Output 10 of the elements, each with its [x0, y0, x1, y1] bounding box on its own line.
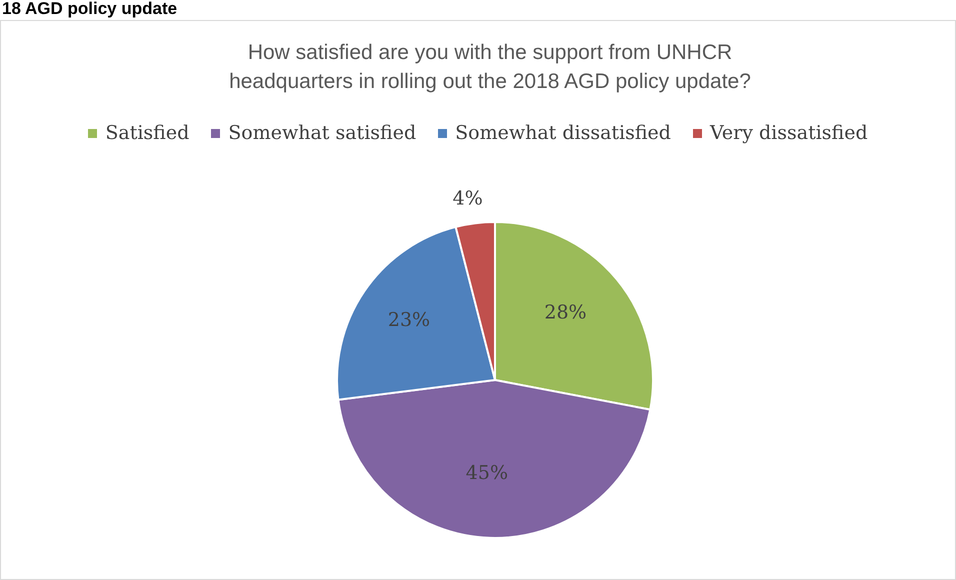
legend-label: Very dissatisfied [708, 122, 868, 144]
text: 18 AGD policy update [2, 0, 178, 18]
data-label: 28% [544, 302, 587, 324]
data-label: 23% [388, 308, 430, 331]
data-label: 45% [466, 462, 508, 484]
chart-title: How satisfied are you with the support from UNHCR headquarters in rolling out the 2018 AGD policy update? [228, 40, 752, 95]
legend-label: Somewhat dissatisfied [454, 122, 671, 144]
legend-label: Somewhat satisfied [227, 122, 416, 144]
data-label: 4% [452, 187, 483, 210]
legend-label: Satisfied [104, 122, 190, 144]
